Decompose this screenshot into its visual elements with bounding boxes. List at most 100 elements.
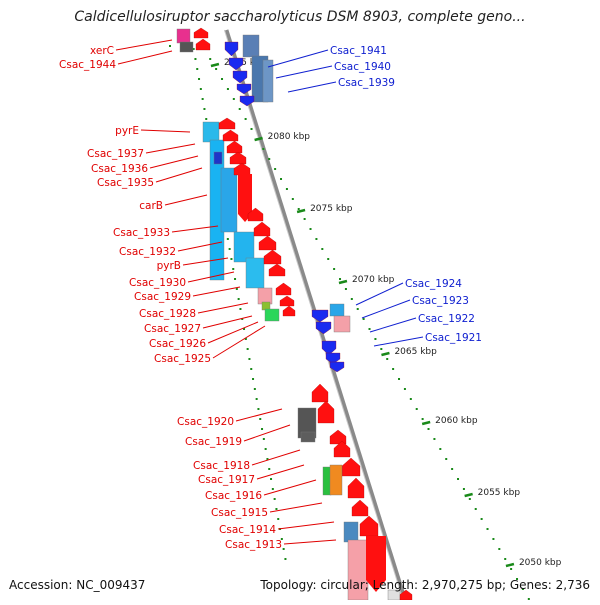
ruler-dot-inner bbox=[230, 258, 233, 260]
ruler-dot-outer bbox=[221, 78, 224, 80]
gene-label-right: Csac_1922 bbox=[418, 313, 475, 325]
label-leader-left bbox=[192, 286, 241, 297]
gene-arrow-red bbox=[347, 477, 365, 499]
ruler-dot-outer bbox=[462, 488, 465, 490]
gene-label-left: Csac_1925 bbox=[154, 353, 211, 365]
ruler-dot-inner bbox=[271, 488, 274, 490]
scale-tick bbox=[381, 351, 390, 357]
ruler-dot-outer bbox=[527, 598, 530, 600]
topology-label: Topology: circular; Length: 2,970,275 bp… bbox=[260, 578, 590, 592]
ruler-dot-inner bbox=[246, 348, 249, 350]
ruler-dot-outer bbox=[280, 178, 283, 180]
gene-arrow-red bbox=[258, 235, 277, 251]
ruler-dot-inner bbox=[228, 248, 231, 250]
ruler-dot-inner bbox=[277, 518, 280, 520]
label-leader-left bbox=[187, 271, 235, 283]
ruler-dot-inner bbox=[252, 378, 255, 380]
ruler-dot-outer bbox=[333, 268, 336, 270]
ruler-dot-outer bbox=[427, 428, 430, 430]
gene-arrow-red bbox=[333, 440, 351, 458]
gene-label-right: Csac_1941 bbox=[330, 45, 387, 57]
gene-arrow-red bbox=[195, 38, 211, 51]
gene-arrow-red bbox=[247, 207, 264, 222]
gene-label-left: Csac_1920 bbox=[177, 416, 234, 428]
label-leader-right bbox=[373, 336, 424, 347]
ruler-dot-inner bbox=[270, 478, 273, 480]
ruler-dot-outer bbox=[433, 438, 436, 440]
gene-block-blue bbox=[220, 167, 238, 233]
gene-csac1944-block bbox=[179, 41, 194, 53]
ruler-dot-outer bbox=[309, 228, 312, 230]
ruler-dot-inner bbox=[248, 358, 251, 360]
ruler-dot-inner bbox=[241, 318, 244, 320]
ruler-dot-outer bbox=[421, 418, 424, 420]
scale-tick bbox=[210, 62, 220, 68]
scale-label: 2065 kbp bbox=[394, 347, 437, 357]
label-leader-right bbox=[369, 317, 417, 333]
gene-arrow-red bbox=[229, 151, 247, 165]
label-leader-right bbox=[355, 282, 404, 306]
gene-arrow-red bbox=[329, 429, 347, 445]
label-leader-left bbox=[177, 241, 223, 252]
ruler-dot-inner bbox=[234, 278, 237, 280]
gene-label-right: Csac_1924 bbox=[405, 278, 462, 290]
gene-block-pink bbox=[333, 315, 351, 333]
label-leader-left bbox=[243, 424, 291, 442]
gene-arrow-blue bbox=[232, 70, 248, 84]
gene-arrow-blue bbox=[236, 83, 252, 95]
label-leader-left bbox=[164, 194, 208, 206]
gene-block-orange bbox=[329, 464, 343, 496]
ruler-dot-outer bbox=[215, 68, 218, 70]
ruler-dot-inner bbox=[192, 48, 195, 50]
gene-label-left: Csac_1913 bbox=[225, 539, 282, 551]
gene-arrow-red bbox=[275, 282, 292, 296]
ruler-dot-outer bbox=[297, 208, 300, 210]
gene-label-left: Csac_1926 bbox=[149, 338, 206, 350]
ruler-dot-inner bbox=[250, 368, 253, 370]
gene-arrow-blue bbox=[321, 340, 337, 356]
gene-label-left: Csac_1918 bbox=[193, 460, 250, 472]
scale-label: 2085 kbp bbox=[224, 58, 267, 68]
ruler-dot-outer bbox=[209, 58, 212, 60]
label-leader-left bbox=[277, 521, 335, 530]
gene-label-left: Csac_1932 bbox=[119, 246, 176, 258]
gene-arrow-blue bbox=[239, 95, 255, 107]
scale-label: 2080 kbp bbox=[268, 132, 311, 142]
scale-label: 2055 kbp bbox=[478, 488, 521, 498]
ruler-dot-outer bbox=[486, 528, 489, 530]
gene-arrow-red bbox=[268, 263, 286, 277]
label-leader-right bbox=[267, 49, 329, 68]
ruler-dot-inner bbox=[266, 458, 269, 460]
label-leader-left bbox=[182, 257, 229, 266]
gene-label-right: Csac_1921 bbox=[425, 332, 482, 344]
gene-arrow-red bbox=[341, 457, 361, 477]
gene-block-blue bbox=[233, 231, 255, 263]
ruler-dot-outer bbox=[368, 328, 371, 330]
gene-pyrE-block bbox=[202, 121, 220, 143]
gene-label-left: Csac_1927 bbox=[144, 323, 201, 335]
label-leader-left bbox=[235, 408, 283, 422]
ruler-dot-outer bbox=[492, 538, 495, 540]
ruler-dot-outer bbox=[468, 498, 471, 500]
ruler-dot-outer bbox=[232, 98, 235, 100]
ruler-dot-outer bbox=[285, 188, 288, 190]
ruler-dot-inner bbox=[280, 538, 283, 540]
gene-arrow-red-long bbox=[366, 536, 386, 592]
gene-label-left: pyrB bbox=[157, 260, 181, 272]
ruler-dot-inner bbox=[239, 308, 242, 310]
gene-arrow-red bbox=[222, 129, 239, 142]
gene-arrow-red bbox=[253, 221, 271, 237]
gene-label-left: pyrE bbox=[115, 125, 139, 137]
gene-arrow-blue bbox=[228, 57, 244, 71]
gene-label-right: Csac_1923 bbox=[412, 295, 469, 307]
gene-arrow-blue bbox=[311, 309, 329, 323]
ruler-dot-outer bbox=[480, 518, 483, 520]
gene-block-olive bbox=[261, 301, 271, 311]
gene-arrow-blue bbox=[325, 352, 341, 365]
ruler-dot-inner bbox=[268, 468, 271, 470]
gene-block-green bbox=[322, 466, 332, 496]
accession-label: Accession: NC_009437 bbox=[9, 578, 146, 592]
ruler-dot-outer bbox=[274, 168, 277, 170]
ruler-dot-inner bbox=[235, 288, 238, 290]
